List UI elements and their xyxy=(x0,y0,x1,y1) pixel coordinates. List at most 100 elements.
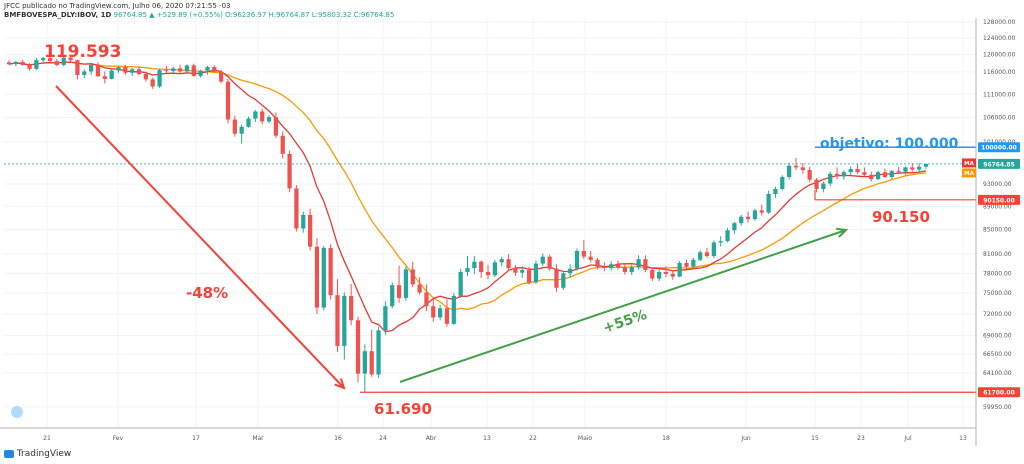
tradingview-ghost-icon xyxy=(11,406,23,418)
candle-body xyxy=(253,111,258,119)
candle-body xyxy=(533,263,539,283)
ma-slow-line xyxy=(8,61,927,311)
candle-body xyxy=(739,216,744,224)
candle-body xyxy=(807,170,812,180)
drop-arrow-head xyxy=(334,378,346,390)
candle-body xyxy=(691,259,696,267)
candle-body xyxy=(184,65,190,72)
candle-body xyxy=(561,273,566,288)
candle-body xyxy=(383,306,388,331)
y-tick-label: 64100.00 xyxy=(983,370,1012,377)
candle-body xyxy=(321,247,326,308)
candle-body xyxy=(732,223,737,231)
candle-body xyxy=(102,76,107,79)
candle-body xyxy=(123,67,128,73)
candle-body xyxy=(198,70,203,76)
ohlc-values: O:96236.97 H:96764.87 L:95803.32 C:96764… xyxy=(225,11,395,19)
price-label: 90150.00 xyxy=(983,197,1015,204)
candle-body xyxy=(301,214,306,229)
candle-body xyxy=(225,81,231,120)
y-tick-label: 59950.00 xyxy=(983,404,1012,411)
candle-body xyxy=(903,167,908,172)
candle-body xyxy=(34,60,39,69)
candle-body xyxy=(328,247,333,296)
candle-body xyxy=(869,174,874,180)
y-tick-label: 69000.00 xyxy=(983,332,1012,339)
y-tick-label: 128000.00 xyxy=(983,19,1016,26)
ma-badge xyxy=(962,158,976,168)
y-tick-label: 106000.00 xyxy=(983,115,1016,122)
candle-body xyxy=(232,119,237,134)
candle-body xyxy=(917,166,922,170)
candle-body xyxy=(773,188,778,194)
high-label: 119.593 xyxy=(44,42,121,62)
tradingview-logo[interactable]: TradingView xyxy=(4,449,71,459)
candle-body xyxy=(650,270,655,279)
price-change: ▲ +529.89 (+0.55%) xyxy=(149,11,223,19)
y-tick-label: 89000.00 xyxy=(983,203,1012,210)
candle-body xyxy=(349,295,354,321)
candle-body xyxy=(273,117,279,136)
x-tick-label: Maio xyxy=(578,435,593,442)
y-tick-label: 120000.00 xyxy=(983,52,1016,59)
candle-body xyxy=(417,284,422,293)
x-tick-label: 13 xyxy=(959,435,967,442)
y-tick-label: 124000.00 xyxy=(983,35,1016,42)
candle-body xyxy=(171,68,176,72)
candle-body xyxy=(116,67,121,71)
candle-body xyxy=(821,183,826,189)
candle-body xyxy=(307,214,313,247)
y-tick-label: 81000.00 xyxy=(983,251,1012,258)
brand-label: TradingView xyxy=(16,449,72,459)
candle-body xyxy=(848,168,853,173)
candle-body xyxy=(157,70,162,87)
candle-body xyxy=(752,210,758,220)
candle-body xyxy=(910,167,915,170)
candle-body xyxy=(294,188,299,229)
candle-body xyxy=(136,69,142,75)
candle-body xyxy=(403,269,409,298)
candle-body xyxy=(287,153,292,189)
y-tick-label: 85000.00 xyxy=(983,227,1012,234)
x-tick-label: 23 xyxy=(857,435,865,442)
candle-body xyxy=(677,262,682,277)
price-label-box xyxy=(978,142,1020,153)
candle-body xyxy=(266,117,272,122)
candle-body xyxy=(759,210,764,213)
axes: 21 Fev 17 Mar 16 24 Abr 13 22 Maio 18 Jun 15 23 Jul 13 1… xyxy=(0,18,1020,446)
candle-body xyxy=(622,267,628,272)
x-tick-label: Jun xyxy=(740,435,751,442)
x-tick-label: 18 xyxy=(662,435,670,442)
y-tick-label: 116000.00 xyxy=(983,69,1016,76)
chart-header: JFCC publicado no TradingView.com, Julho… xyxy=(4,2,394,20)
price-label: 100000.00 xyxy=(981,145,1017,152)
candle-body xyxy=(923,163,929,167)
x-tick-label: 17 xyxy=(192,435,200,442)
candle-body xyxy=(718,241,723,243)
candle-body xyxy=(526,270,532,283)
ma-badge xyxy=(962,168,976,178)
ma-badge-label: MA xyxy=(964,171,974,177)
y-tick-label: 66500.00 xyxy=(983,351,1012,358)
candle-body xyxy=(875,172,881,180)
candle-body xyxy=(513,268,518,273)
candle-body xyxy=(602,266,607,269)
x-tick-label: 24 xyxy=(379,435,387,442)
ma-fast-line xyxy=(8,61,927,333)
candle-body xyxy=(766,193,771,213)
x-tick-label: Fev xyxy=(113,435,124,442)
price-label: 96764.85 xyxy=(983,161,1015,168)
candle-body xyxy=(143,74,148,80)
candle-body xyxy=(889,171,894,177)
x-tick-label: 13 xyxy=(483,435,491,442)
candle-body xyxy=(444,308,450,324)
candle-body xyxy=(177,68,183,72)
low-label: 61.690 xyxy=(374,400,432,418)
drop-arrow xyxy=(55,85,345,389)
candle-body xyxy=(684,262,689,267)
candle-body xyxy=(260,111,265,122)
x-tick-label: Abr xyxy=(426,435,437,442)
candle-body xyxy=(554,268,559,288)
symbol-label[interactable]: BMFBOVESPA_DLY:IBOV, 1D xyxy=(4,11,112,19)
